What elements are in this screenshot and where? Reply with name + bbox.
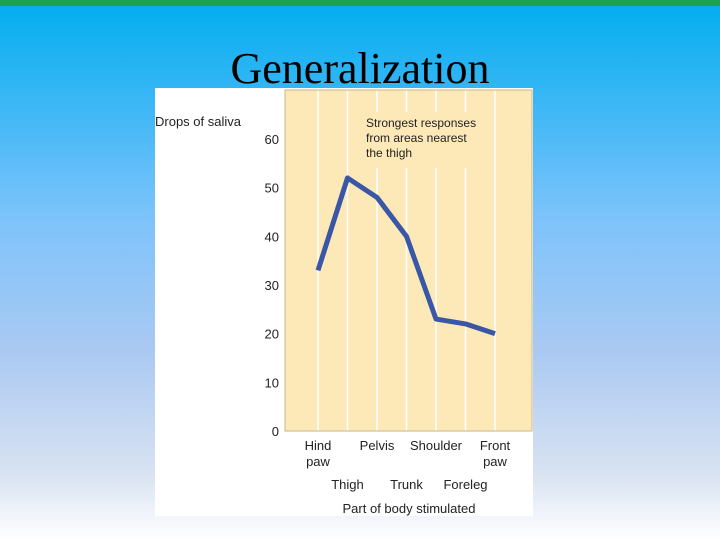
slide-title: Generalization <box>230 44 490 93</box>
y-tick-label: 60 <box>265 132 279 147</box>
x-tick-label: Foreleg <box>443 477 487 492</box>
line-chart: Strongest responses from areas nearest the… <box>155 89 533 516</box>
chart-figure: Strongest responses from areas nearest the… <box>155 88 533 516</box>
top-accent-bar <box>0 0 720 6</box>
plot-frame <box>284 89 533 432</box>
x-tick-label: Shoulder <box>410 438 463 453</box>
x-tick-label: Thigh <box>331 477 364 492</box>
y-tick-label: 40 <box>265 229 279 244</box>
x-tick-label: Front paw <box>480 438 511 469</box>
y-tick-label: 50 <box>265 181 279 196</box>
x-tick-label: Pelvis <box>360 438 395 453</box>
annotation-background <box>361 112 493 168</box>
y-axis-label: Drops of saliva <box>155 114 242 129</box>
x-axis-label: Part of body stimulated <box>343 501 476 516</box>
y-tick-label: 30 <box>265 278 279 293</box>
x-tick-label: Hind paw <box>305 438 332 469</box>
y-tick-label: 20 <box>265 327 279 342</box>
annotation-text: Strongest responses from areas nearest the… <box>366 116 476 160</box>
y-tick-label: 10 <box>265 375 279 390</box>
y-tick-label: 0 <box>272 424 279 439</box>
x-tick-label: Trunk <box>390 477 423 492</box>
